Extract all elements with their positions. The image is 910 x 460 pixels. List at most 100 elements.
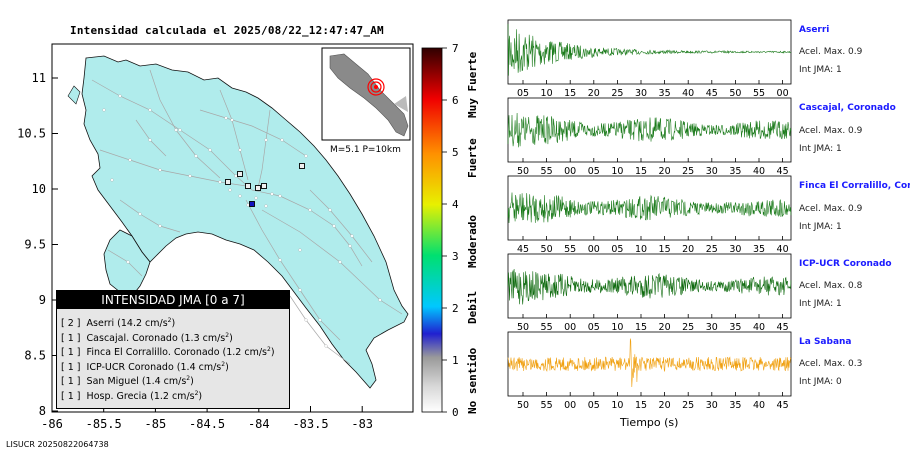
station-acel-finca: Acel. Max. 0.9: [799, 204, 863, 214]
town-dot: [298, 288, 302, 292]
trace-tick-label: 25: [706, 244, 718, 255]
trace-tick-label: 15: [564, 88, 576, 99]
trace-tick-label: 00: [564, 400, 576, 411]
trace-tick-label: 20: [588, 88, 600, 99]
lon-tick-label: -84: [248, 417, 270, 431]
station-marker: [261, 183, 267, 189]
town-dot: [126, 260, 130, 264]
trace-tick-label: 40: [682, 88, 694, 99]
trace-tick-label: 45: [706, 88, 718, 99]
town-dot: [270, 192, 274, 196]
town-dot: [278, 258, 282, 262]
station-name-cascajal: Cascajal, Coronado: [799, 103, 896, 113]
town-dot: [264, 138, 268, 142]
lon-axis: -86 -85.5 -85 -84.5 -84 -83.5 -83: [41, 406, 373, 431]
trace-tick-label: 00: [564, 166, 576, 177]
trace-tick-label: 00: [564, 322, 576, 333]
map-title: Intensidad calculada el 2025/08/22_12:47…: [70, 24, 384, 37]
town-dot: [110, 178, 114, 182]
scale-number-3: 3: [452, 250, 459, 263]
trace-tick-label: 35: [729, 322, 741, 333]
town-dot: [208, 148, 212, 152]
waveform: [507, 192, 792, 224]
trace-tick-label: 25: [682, 400, 694, 411]
trace-tick-label: 40: [753, 400, 765, 411]
town-dot: [378, 298, 382, 302]
road: [289, 295, 351, 365]
town-dot: [230, 118, 234, 122]
road: [99, 149, 247, 187]
station-markers: [225, 163, 305, 207]
road: [119, 199, 181, 233]
waveform: [507, 23, 792, 76]
trace-tick-label: 20: [659, 322, 671, 333]
trace-tick-label: 35: [753, 244, 765, 255]
town-dot: [350, 234, 354, 238]
trace-tick-label: 45: [777, 400, 789, 411]
trace-tick-label: 05: [611, 244, 623, 255]
station-name-finca: Finca El Corralillo, Coronado: [799, 181, 910, 191]
road: [251, 189, 363, 267]
town-dot: [338, 260, 342, 264]
trace-tick-label: 05: [588, 322, 600, 333]
town-dot: [304, 318, 308, 322]
scale-number-6: 6: [452, 94, 459, 107]
trace-tick-label: 30: [729, 244, 741, 255]
lat-tick-label: 10.5: [17, 127, 46, 141]
town-dot: [280, 138, 284, 142]
road: [257, 109, 271, 189]
trace-tick-label: 55: [541, 400, 553, 411]
magnitude-label: M=5.1 P=10km: [330, 145, 401, 155]
trace-tick-label: 45: [777, 166, 789, 177]
station-marker: [225, 179, 231, 185]
lat-tick-label: 9.5: [24, 238, 46, 252]
town-dot: [174, 128, 178, 132]
trace-tick-label: 50: [517, 322, 529, 333]
inset-map: [321, 47, 411, 141]
town-dot: [228, 188, 232, 192]
trace-tick-label: 15: [635, 322, 647, 333]
station-jma-cascajal: Int JMA: 1: [799, 144, 842, 154]
station-jma-icp-ucr: Int JMA: 1: [799, 299, 842, 309]
lat-axis: 11 10.5 10 9.5 9 8.5 8: [17, 71, 58, 418]
town-dot: [148, 108, 152, 112]
legend-row: [ 1 ] Finca El Corralillo. Coronado (1.2…: [61, 346, 275, 359]
trace-tick-label: 55: [564, 244, 576, 255]
town-dot: [188, 174, 192, 178]
legend-header: INTENSIDAD JMA [0 a 7]: [57, 291, 289, 309]
town-dot: [128, 158, 132, 162]
trace-tick-label: 20: [682, 244, 694, 255]
station-marker: [255, 185, 261, 191]
trace-tick-label: 30: [706, 322, 718, 333]
trace-tick-label: 05: [588, 166, 600, 177]
legend-row: [ 1 ] ICP-UCR Coronado (1.4 cm/s2): [61, 360, 229, 373]
trace-tick-label: 40: [753, 166, 765, 177]
trace-tick-label: 50: [517, 400, 529, 411]
trace-tick-label: 10: [541, 88, 553, 99]
color-bar: [421, 47, 443, 413]
time-axis-label: Tiempo (s): [620, 416, 679, 429]
trace-tick-label: 10: [611, 400, 623, 411]
trace-tick-label: 00: [588, 244, 600, 255]
town-dot: [318, 318, 322, 322]
town-dot: [328, 208, 332, 212]
scale-number-2: 2: [452, 302, 459, 315]
lat-tick-label: 9: [39, 293, 46, 307]
trace-tick-label: 55: [541, 322, 553, 333]
lat-tick-label: 8.5: [24, 349, 46, 363]
lon-tick-label: -84.5: [189, 417, 225, 431]
trace-tick-label: 55: [541, 166, 553, 177]
trace-tick-label: 10: [611, 322, 623, 333]
lon-tick-label: -83.5: [292, 417, 328, 431]
lon-tick-label: -86: [41, 417, 63, 431]
trace-tick-label: 15: [635, 166, 647, 177]
town-dot: [224, 116, 228, 120]
legend-row: [ 1 ] San Miguel (1.4 cm/s2): [61, 375, 194, 388]
town-dot: [254, 196, 258, 200]
lon-tick-label: -85: [145, 417, 167, 431]
trace-tick-label: 50: [541, 244, 553, 255]
station-marker: [245, 183, 251, 189]
trace-tick-label: 40: [777, 244, 789, 255]
town-dot: [348, 244, 352, 248]
waveform: [507, 112, 792, 148]
